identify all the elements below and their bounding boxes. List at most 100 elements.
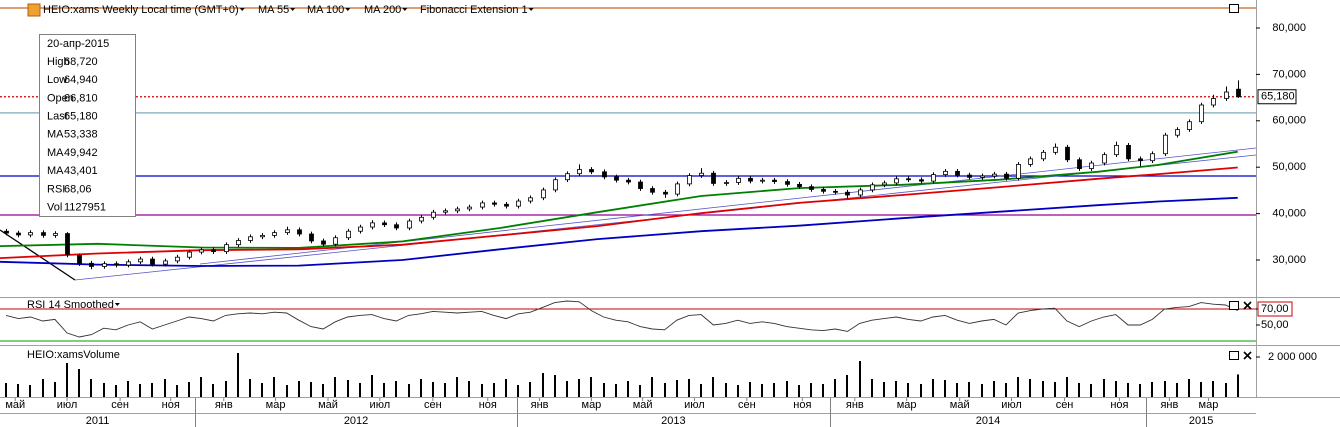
candle-body <box>4 230 9 234</box>
candle-body <box>236 240 241 246</box>
candle-body <box>138 258 143 263</box>
year-label: 2013 <box>661 415 685 427</box>
candle-body <box>480 202 485 208</box>
volume-bar <box>456 377 458 397</box>
dropdown-arrow[interactable] <box>290 8 296 11</box>
candle-body <box>1236 88 1241 98</box>
volume-bar <box>1151 382 1153 397</box>
y-tick-label: 80,000 <box>1272 22 1306 34</box>
x-tick-label: янв <box>1160 399 1178 411</box>
x-tick-label: май <box>318 399 338 411</box>
candle-body <box>1053 146 1058 153</box>
volume-bar <box>1017 377 1019 397</box>
candle-body <box>894 178 899 184</box>
candle-body <box>150 258 155 265</box>
info-value: 1127951 <box>64 202 106 214</box>
candle-body <box>297 229 302 235</box>
year-label: 2011 <box>86 415 110 427</box>
candle-body <box>419 216 424 222</box>
candle-body <box>785 181 790 185</box>
x-tick-label: мар <box>582 399 602 411</box>
candle-body <box>589 169 594 173</box>
candle-body <box>89 262 94 267</box>
candle-body <box>833 190 838 193</box>
info-label: MA <box>47 129 64 141</box>
candle-body <box>285 229 290 234</box>
candle-body <box>650 188 655 193</box>
x-tick-label: ноя <box>1110 399 1128 411</box>
x-tick-label: июл <box>370 399 391 411</box>
indicator-name[interactable]: MA 200 <box>364 4 401 16</box>
indicator-title[interactable]: HEIO:xamsVolume <box>27 349 120 361</box>
volume-bar <box>517 385 519 397</box>
candle-body <box>333 237 338 245</box>
volume-bar <box>956 383 958 397</box>
info-value: 43,401 <box>64 165 98 177</box>
volume-bar <box>773 383 775 397</box>
volume-bar <box>505 379 507 397</box>
plot-layer: 30,000 40,000 50,000 60,000 70,000 80,000 65,1… <box>0 7 1317 427</box>
volume-bar <box>529 382 531 397</box>
volume-bar <box>261 383 263 397</box>
candle-body <box>906 178 911 181</box>
volume-bar <box>90 379 92 397</box>
volume-bar <box>1115 381 1117 397</box>
y-tick-box <box>1257 301 1293 317</box>
y-tick-label: 2 000 000 <box>1268 351 1317 363</box>
volume-bar <box>1176 383 1178 397</box>
candle-body <box>1163 134 1168 155</box>
candle-body <box>967 174 972 178</box>
y-tick-label: 40,000 <box>1272 207 1306 219</box>
candle-body <box>1077 159 1082 169</box>
indicator-name[interactable]: MA 55 <box>258 4 289 16</box>
volume-bar <box>603 383 605 397</box>
candle-body <box>467 206 472 210</box>
drawing-name[interactable]: Fibonacci Extension 1 <box>420 4 528 16</box>
volume-bar <box>1066 377 1068 397</box>
candle-body <box>394 224 399 229</box>
info-box-frame <box>39 34 136 217</box>
indicator-name[interactable]: MA 100 <box>307 4 344 16</box>
moving-average <box>0 196 1238 267</box>
close-button[interactable] <box>1243 301 1252 310</box>
dropdown-arrow[interactable] <box>239 8 245 11</box>
candle-body <box>980 175 985 178</box>
volume-bar <box>566 381 568 397</box>
candle-body <box>870 184 875 191</box>
info-value: 53,338 <box>64 129 98 141</box>
candle-body <box>187 251 192 258</box>
info-value: 64,940 <box>64 74 98 86</box>
maximize-button[interactable] <box>1229 351 1239 360</box>
candle-body <box>248 236 253 241</box>
volume-bar <box>176 385 178 397</box>
x-tick-label: мар <box>266 399 286 411</box>
candle-body <box>1114 144 1119 156</box>
dropdown-arrow[interactable] <box>345 8 351 11</box>
volume-bar <box>798 385 800 397</box>
candle-body <box>797 183 802 188</box>
volume-bar <box>225 381 227 397</box>
candle-body <box>431 211 436 218</box>
trend-line <box>0 229 76 281</box>
x-tick-label: янв <box>531 399 549 411</box>
volume-bar <box>200 377 202 397</box>
indicator-title[interactable]: RSI 14 Smoothed <box>27 299 114 311</box>
symbol-icon[interactable] <box>27 3 41 17</box>
symbol-title[interactable]: HEIO:xams Weekly Local time (GMT+0) <box>43 4 239 16</box>
candle-body <box>882 182 887 186</box>
volume-bar <box>542 373 544 397</box>
candle-body <box>931 174 936 182</box>
maximize-button[interactable] <box>1229 301 1239 310</box>
dropdown-arrow[interactable] <box>528 8 534 11</box>
x-tick-label: сен <box>424 399 442 411</box>
maximize-button[interactable] <box>1229 4 1239 13</box>
candle-body <box>407 220 412 229</box>
volume-bar <box>1139 384 1141 397</box>
dropdown-arrow[interactable] <box>402 8 408 11</box>
dropdown-arrow[interactable] <box>114 303 120 306</box>
close-button[interactable] <box>1243 351 1252 360</box>
candle-body <box>565 173 570 181</box>
candle-body <box>711 172 716 184</box>
volume-bar <box>834 379 836 397</box>
candle-body <box>260 234 265 238</box>
